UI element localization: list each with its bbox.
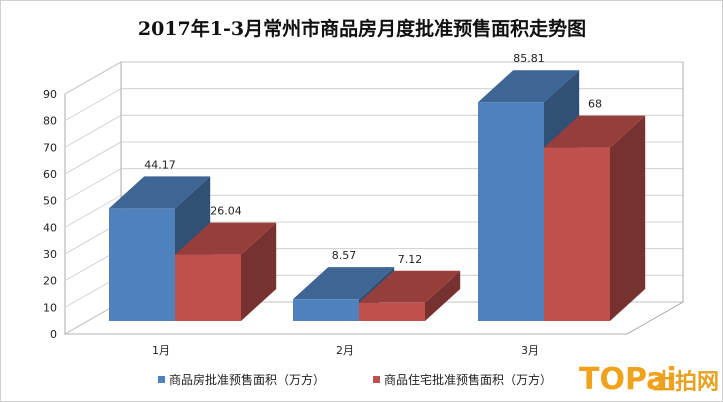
y-tick-label: 60 bbox=[43, 168, 57, 181]
y-tick-label: 90 bbox=[43, 88, 57, 101]
legend-label: 商品住宅批准预售面积（万方） bbox=[384, 372, 552, 387]
y-tick-label: 30 bbox=[43, 248, 57, 261]
gridline-side bbox=[64, 168, 122, 202]
data-label: 8.57 bbox=[332, 249, 357, 262]
logo-latin: TOPai bbox=[579, 362, 677, 397]
logo-chinese: 土拍网 bbox=[653, 369, 719, 395]
y-tick-label: 70 bbox=[43, 141, 57, 154]
legend-swatch bbox=[373, 376, 380, 383]
bar-top bbox=[293, 267, 395, 300]
x-axis-categories: 1月 2月 3月 bbox=[152, 344, 539, 357]
bar-side bbox=[425, 270, 461, 321]
chart-title: 2017年1-3月常州市商品房月度批准预售面积走势图 bbox=[138, 17, 586, 40]
bar-top bbox=[109, 176, 211, 209]
gridline-side bbox=[64, 114, 122, 148]
gridline-side bbox=[64, 61, 122, 95]
legend: 商品房批准预售面积（万方） 商品住宅批准预售面积（万方） bbox=[158, 372, 552, 387]
y-tick-label: 50 bbox=[43, 195, 57, 208]
y-tick-label: 0 bbox=[50, 328, 57, 341]
bar-front bbox=[293, 299, 359, 321]
gridline-side bbox=[64, 88, 122, 122]
bar-1-2 bbox=[544, 115, 646, 321]
legend-label: 商品房批准预售面积（万方） bbox=[169, 372, 325, 387]
bar-front bbox=[109, 208, 175, 321]
gridline-side bbox=[64, 141, 122, 175]
data-labels: 44.17 26.04 8.57 7.12 85.81 68 bbox=[144, 52, 602, 266]
bar-top bbox=[478, 70, 580, 103]
legend-swatch bbox=[158, 376, 165, 383]
data-label: 7.12 bbox=[398, 253, 423, 266]
y-axis-ticks: 0 10 20 30 40 50 60 70 80 90 bbox=[43, 88, 57, 341]
y-tick-label: 80 bbox=[43, 115, 57, 128]
y-tick-label: 10 bbox=[43, 301, 57, 314]
bar-1-0 bbox=[175, 222, 277, 321]
bar-top bbox=[544, 115, 646, 148]
data-label: 26.04 bbox=[210, 205, 242, 218]
bar-top bbox=[359, 270, 461, 303]
data-label: 85.81 bbox=[513, 52, 545, 65]
bar-1-1 bbox=[359, 270, 461, 321]
bar-front bbox=[544, 147, 610, 321]
y-tick-label: 20 bbox=[43, 275, 57, 288]
x-category-label: 2月 bbox=[336, 344, 354, 357]
bar-top bbox=[175, 222, 277, 255]
gridline-side bbox=[64, 194, 122, 228]
bar-side bbox=[610, 115, 646, 321]
data-label: 68 bbox=[588, 98, 602, 111]
bars bbox=[109, 70, 646, 321]
bar-front bbox=[359, 302, 425, 321]
y-tick-label: 40 bbox=[43, 221, 57, 234]
bar-side bbox=[241, 222, 277, 321]
bar-front bbox=[478, 102, 544, 321]
bar-front bbox=[175, 254, 241, 321]
data-label: 44.17 bbox=[144, 158, 176, 171]
x-category-label: 1月 bbox=[152, 344, 170, 357]
x-category-label: 3月 bbox=[521, 344, 539, 357]
